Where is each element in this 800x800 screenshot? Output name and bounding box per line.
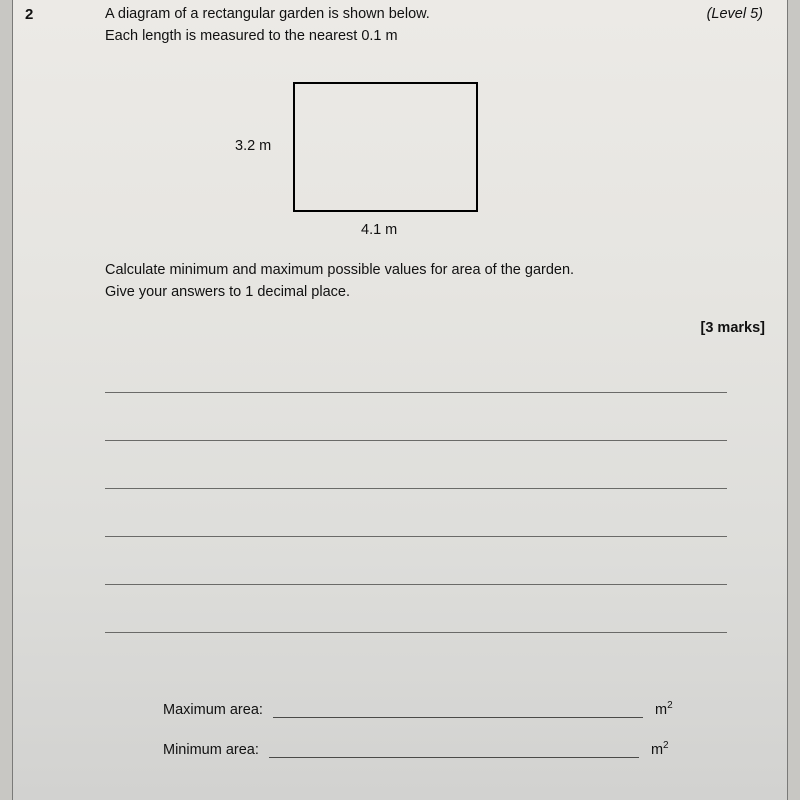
- answer-line: [105, 440, 727, 441]
- level-label: (Level 5): [707, 6, 763, 22]
- worksheet-page: 2 A diagram of a rectangular garden is s…: [12, 0, 788, 800]
- width-label: 4.1 m: [361, 222, 397, 238]
- maximum-area-blank: [273, 704, 643, 718]
- answer-line: [105, 392, 727, 393]
- garden-rectangle: [293, 82, 478, 212]
- answer-line: [105, 632, 727, 633]
- answer-line: [105, 536, 727, 537]
- minimum-area-label: Minimum area:: [163, 742, 259, 758]
- prompt-line-3: Calculate minimum and maximum possible v…: [105, 262, 574, 278]
- question-number: 2: [25, 6, 33, 23]
- prompt-line-1: A diagram of a rectangular garden is sho…: [105, 6, 430, 22]
- marks-label: [3 marks]: [701, 320, 765, 336]
- minimum-area-blank: [269, 744, 639, 758]
- unit-label: m2: [655, 702, 673, 718]
- height-label: 3.2 m: [235, 138, 271, 154]
- maximum-area-row: Maximum area: m2: [163, 700, 673, 718]
- answer-line: [105, 488, 727, 489]
- prompt-line-2: Each length is measured to the nearest 0…: [105, 28, 398, 44]
- answer-line: [105, 584, 727, 585]
- unit-label: m2: [651, 742, 669, 758]
- minimum-area-row: Minimum area: m2: [163, 740, 669, 758]
- prompt-line-4: Give your answers to 1 decimal place.: [105, 284, 350, 300]
- maximum-area-label: Maximum area:: [163, 702, 263, 718]
